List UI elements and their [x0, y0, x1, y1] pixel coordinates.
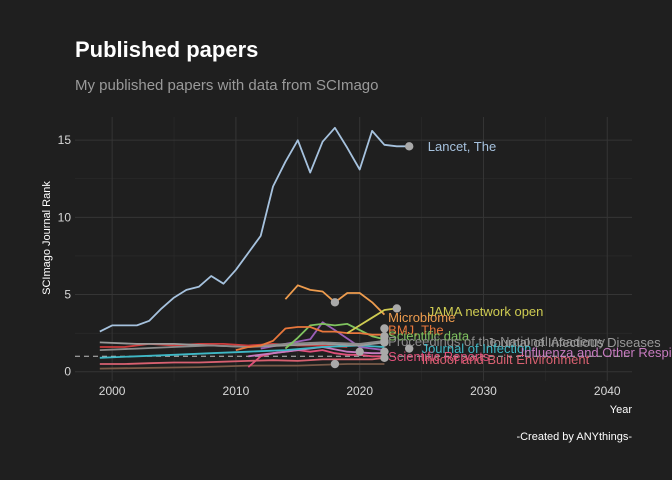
series-line-bmj-the — [235, 326, 385, 351]
chart-subtitle: My published papers with data from SCIma… — [75, 77, 378, 94]
series-label: Indoor and Built Environment — [422, 352, 590, 367]
chart-caption: -Created by ANYthings- — [516, 431, 632, 443]
points-group — [330, 142, 414, 369]
series-line-indoor-and-built-environment — [99, 356, 385, 365]
data-point — [355, 347, 364, 356]
data-point — [330, 298, 340, 307]
series-label: Journal of Infection — [422, 341, 532, 356]
chart-title: Published papers — [75, 37, 258, 62]
series-label: Microbiome — [388, 310, 455, 325]
x-axis-title: Year — [610, 404, 633, 416]
series-label: BMJ, The — [388, 323, 443, 338]
series-label: Scientific data — [388, 329, 470, 344]
x-tick-label: 2020 — [346, 384, 373, 398]
tick-labels-group: 2000 2010 2020 2030 2040 0 5 10 15 — [58, 133, 621, 398]
series-labels-group: Lancet, The JAMA network openMicrobiomeBM… — [388, 139, 672, 367]
y-tick-label: 10 — [58, 210, 72, 224]
x-tick-label: 2000 — [99, 384, 126, 398]
series-line — [99, 363, 385, 370]
data-point — [380, 324, 389, 333]
data-point — [380, 353, 389, 363]
series-label: Journal of Infectious Diseases — [487, 335, 661, 350]
data-point — [380, 338, 389, 347]
y-tick-label: 5 — [64, 288, 71, 302]
y-tick-label: 0 — [64, 365, 71, 379]
series-label: Scientific Reports — [388, 349, 490, 364]
x-tick-label: 2040 — [594, 384, 621, 398]
series-line-journal-of-infection — [99, 344, 385, 359]
x-tick-label: 2010 — [223, 384, 250, 398]
data-point — [330, 359, 340, 369]
data-point — [405, 142, 414, 151]
series-label: Lancet, The — [428, 139, 496, 154]
series-group — [99, 126, 410, 370]
series-label: JAMA network open — [428, 304, 544, 319]
series-line-jama-network-open — [346, 307, 397, 334]
series-line-lancet-the — [99, 126, 410, 333]
y-tick-label: 15 — [58, 133, 72, 147]
data-point — [392, 304, 402, 313]
series-label: Proceedings of the National Academy — [388, 334, 605, 349]
data-point — [380, 347, 389, 356]
data-point — [405, 344, 414, 353]
series-label: Influenza and Other Respiratory Viruses — [521, 345, 672, 360]
x-tick-label: 2030 — [470, 384, 497, 398]
y-axis-title: SCImago Journal Rank — [41, 181, 53, 295]
